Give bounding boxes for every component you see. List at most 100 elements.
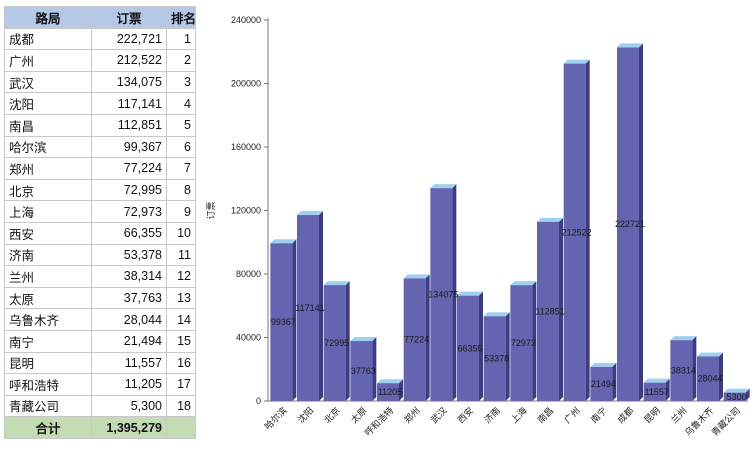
- bar-side: [532, 281, 537, 401]
- bar-data-label: 37763: [351, 366, 376, 376]
- rank-cell: 3: [166, 70, 196, 94]
- tickets-cell: 117,141: [91, 92, 167, 115]
- bar-top: [697, 352, 723, 357]
- table-row: 广州 212,522 2: [4, 49, 196, 72]
- bar-side: [319, 211, 323, 401]
- bar-top: [270, 239, 297, 244]
- rank-cell: 8: [166, 178, 196, 202]
- x-tick-label: 沈阳: [295, 405, 316, 426]
- bar: [537, 221, 559, 401]
- x-tick-label: 哈尔滨: [262, 405, 290, 433]
- bar: [563, 63, 586, 401]
- tickets-cell: 112,851: [91, 113, 167, 137]
- table-header-row: 路局 订票 排名: [4, 6, 196, 29]
- bar: [323, 285, 346, 401]
- y-tick-label: 40000: [236, 333, 261, 343]
- bar-side: [372, 337, 377, 401]
- bar: [430, 188, 453, 401]
- bar-top: [323, 281, 350, 286]
- bar-data-label: 28044: [697, 374, 722, 384]
- bar-top: [590, 362, 617, 367]
- x-tick-label: 广州: [562, 405, 583, 426]
- bar-top: [430, 184, 457, 189]
- bureau-cell: 太原: [4, 286, 92, 310]
- bar-data-label: 77224: [404, 335, 429, 345]
- bar-top: [483, 312, 510, 317]
- x-tick-label: 西安: [455, 405, 476, 426]
- bar-data-label: 134075: [428, 290, 458, 300]
- bar-side: [639, 43, 643, 401]
- bar: [670, 340, 693, 401]
- bar-data-label: 112851: [535, 306, 564, 316]
- bar-side: [585, 59, 590, 401]
- bar-side: [479, 291, 483, 401]
- rank-cell: 16: [166, 351, 196, 375]
- bar: [617, 47, 639, 401]
- bar-top: [643, 378, 670, 383]
- bar: [297, 215, 319, 401]
- tickets-cell: 134,075: [91, 70, 167, 94]
- x-tick-label: 青藏公司: [709, 405, 743, 439]
- ticket-table: 路局 订票 排名 成都 222,721 1 广州 212,522 2 武汉 134,075 3 沈…: [4, 6, 196, 439]
- bar-side: [745, 388, 750, 401]
- x-tick-label: 济南: [482, 405, 503, 426]
- table-row: 西安 66,355 10: [4, 221, 196, 245]
- table-row: 哈尔滨 99,367 6: [4, 135, 196, 159]
- x-tick-label: 太原: [348, 405, 369, 426]
- bureau-cell: 广州: [4, 49, 92, 72]
- y-tick-label: 240000: [231, 15, 261, 25]
- tickets-cell: 53,378: [91, 243, 167, 267]
- bureau-cell: 北京: [4, 178, 92, 202]
- rank-cell: 15: [166, 329, 196, 353]
- table-row: 北京 72,995 8: [4, 178, 196, 202]
- bar-data-label: 11205: [378, 387, 402, 397]
- rank-cell: 6: [166, 135, 196, 159]
- bar: [457, 295, 479, 401]
- bar: [270, 243, 293, 401]
- rank-cell: 2: [166, 49, 196, 72]
- bar-top: [457, 291, 483, 296]
- x-tick-label: 成都: [615, 405, 636, 426]
- tickets-cell: 21,494: [91, 329, 167, 353]
- table-row: 昆明 11,557 16: [4, 351, 196, 375]
- table-row: 武汉 134,075 3: [4, 70, 196, 94]
- table-row: 南宁 21,494 15: [4, 329, 196, 353]
- bar-top: [563, 59, 590, 64]
- tickets-cell: 11,205: [91, 373, 167, 396]
- table-row: 乌鲁木齐 28,044 14: [4, 308, 196, 331]
- tickets-cell: 11,557: [91, 351, 167, 375]
- bureau-cell: 西安: [4, 221, 92, 245]
- bar-data-label: 11557: [644, 387, 668, 397]
- tickets-cell: 212,522: [91, 49, 167, 72]
- tickets-cell: 222,721: [91, 27, 167, 51]
- bar: [643, 382, 666, 401]
- table-row: 青藏公司 5,300 18: [4, 394, 196, 418]
- x-tick-label: 南宁: [588, 405, 609, 426]
- tickets-cell: 28,044: [91, 308, 167, 331]
- bar-data-label: 72973: [511, 338, 536, 348]
- bar-data-label: 38314: [671, 366, 696, 376]
- table-row: 上海 72,973 9: [4, 200, 196, 223]
- tickets-cell: 99,367: [91, 135, 167, 159]
- bar-data-label: 5300: [727, 392, 747, 402]
- rank-cell: 7: [166, 157, 196, 180]
- bar: [483, 316, 506, 401]
- bar: [723, 392, 746, 401]
- bureau-cell: 呼和浩特: [4, 373, 92, 396]
- bar-top: [510, 281, 537, 286]
- table-row: 济南 53,378 11: [4, 243, 196, 267]
- ticket-bar-chart: 0 40000 80000 120000 160000 200000 240000 订票 99…: [206, 15, 750, 439]
- bureau-cell: 哈尔滨: [4, 135, 92, 159]
- bar: [377, 383, 399, 401]
- bar: [403, 278, 426, 401]
- bar-side: [559, 217, 563, 401]
- rank-cell: 4: [166, 92, 196, 115]
- bar-data-label: 222721: [615, 219, 645, 229]
- rank-cell: 12: [166, 265, 196, 288]
- table-total-row: 合计 1,395,279: [4, 416, 196, 439]
- tickets-cell: 5,300: [91, 394, 167, 418]
- table-row: 兰州 38,314 12: [4, 265, 196, 288]
- bar: [350, 341, 373, 401]
- table-row: 太原 37,763 13: [4, 286, 196, 310]
- total-label: 合计: [4, 416, 92, 439]
